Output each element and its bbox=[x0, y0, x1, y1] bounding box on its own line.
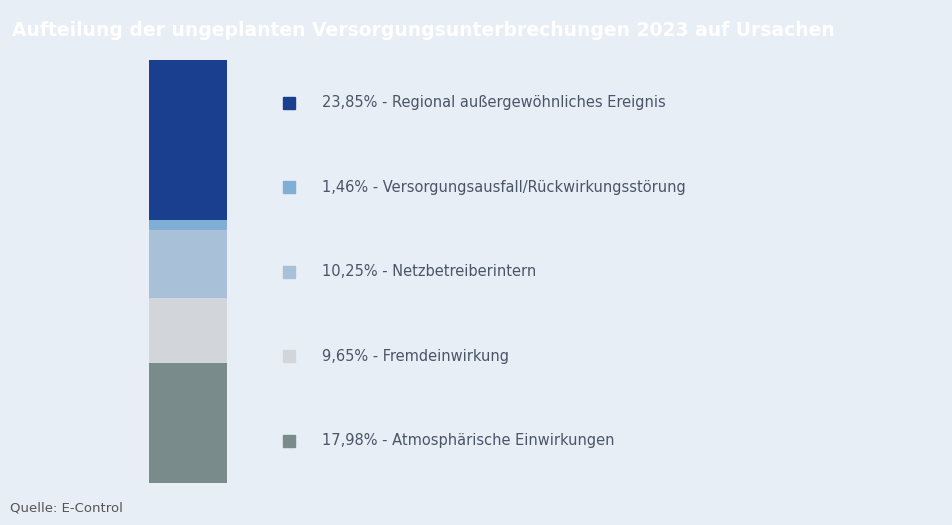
Text: 17,98% - Atmosphärische Einwirkungen: 17,98% - Atmosphärische Einwirkungen bbox=[322, 433, 615, 448]
Text: 1,46% - Versorgungsausfall/Rückwirkungsstörung: 1,46% - Versorgungsausfall/Rückwirkungss… bbox=[322, 180, 685, 195]
Text: Quelle: E-Control: Quelle: E-Control bbox=[10, 501, 123, 514]
Bar bbox=[149, 298, 227, 363]
Bar bbox=[149, 220, 227, 229]
Bar bbox=[149, 363, 227, 483]
Bar bbox=[149, 60, 227, 220]
Text: 9,65% - Fremdeinwirkung: 9,65% - Fremdeinwirkung bbox=[322, 349, 509, 364]
Text: 23,85% - Regional außergewöhnliches Ereignis: 23,85% - Regional außergewöhnliches Erei… bbox=[322, 95, 665, 110]
Bar bbox=[149, 229, 227, 298]
Text: Aufteilung der ungeplanten Versorgungsunterbrechungen 2023 auf Ursachen: Aufteilung der ungeplanten Versorgungsun… bbox=[12, 20, 835, 40]
Text: 10,25% - Netzbetreiberintern: 10,25% - Netzbetreiberintern bbox=[322, 264, 536, 279]
